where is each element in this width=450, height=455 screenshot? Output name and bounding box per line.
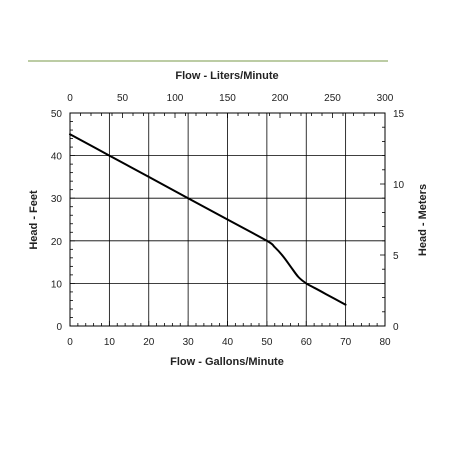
y-tick-label: 40 xyxy=(51,152,63,163)
y2-tick-label: 15 xyxy=(393,109,405,120)
tick-label-layer: 0 10 20 30 40 50 60 70 800 50 100 150 200 250 30001020… xyxy=(51,93,405,348)
x-tick-label: 80 xyxy=(379,337,391,348)
y-tick-label: 10 xyxy=(51,279,63,290)
y2-tick-label: 5 xyxy=(393,251,399,262)
x-axis-title: Flow - Gallons/Minute xyxy=(170,356,284,368)
x2-tick-label: 0 xyxy=(67,93,73,104)
x-tick-label: 20 xyxy=(143,337,155,348)
series-curve xyxy=(69,133,347,306)
y2-axis-title: Head - Meters xyxy=(417,184,429,256)
x-tick-label: 0 xyxy=(67,337,73,348)
x-tick-label: 40 xyxy=(222,337,234,348)
x2-tick-label: 150 xyxy=(219,93,236,104)
y-axis-title: Head - Feet xyxy=(28,190,40,250)
plot-frame xyxy=(69,112,386,327)
x2-axis-title: Flow - Liters/Minute xyxy=(175,70,278,82)
y-tick-label: 0 xyxy=(56,322,62,333)
y-tick-label: 20 xyxy=(51,237,63,248)
y2-tick-label: 0 xyxy=(393,322,399,333)
x2-tick-label: 100 xyxy=(167,93,184,104)
x-tick-label: 50 xyxy=(261,337,273,348)
x2-tick-label: 50 xyxy=(117,93,129,104)
x-tick-label: 30 xyxy=(183,337,195,348)
y-tick-label: 30 xyxy=(51,194,63,205)
x2-tick-label: 250 xyxy=(324,93,341,104)
x2-tick-label: 300 xyxy=(377,93,394,104)
x-tick-label: 10 xyxy=(104,337,116,348)
y2-tick-label: 10 xyxy=(393,180,405,191)
x-tick-label: 70 xyxy=(340,337,352,348)
x-tick-label: 60 xyxy=(301,337,313,348)
x2-tick-label: 200 xyxy=(272,93,289,104)
y-tick-label: 50 xyxy=(51,109,63,120)
